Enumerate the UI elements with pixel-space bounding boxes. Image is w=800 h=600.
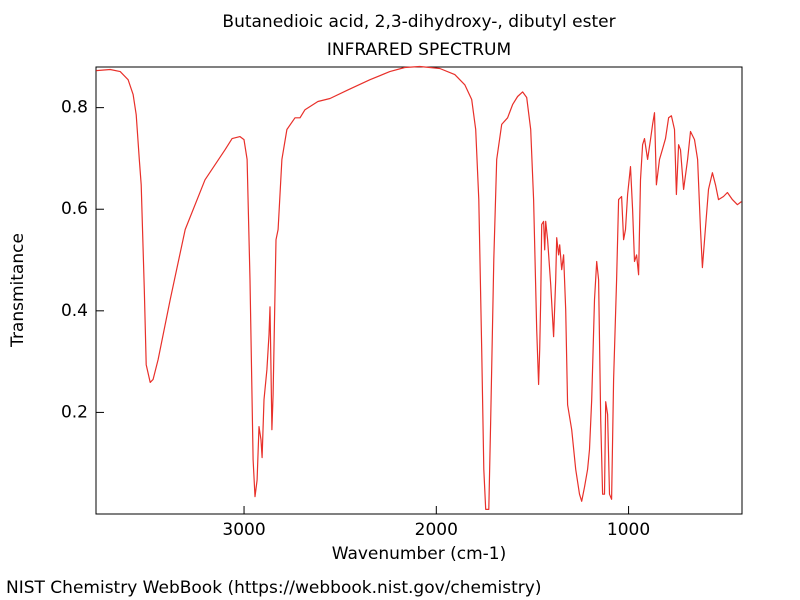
spectrum-line: [96, 65, 742, 510]
x-tick-label: 1000: [607, 520, 650, 540]
footer: NIST Chemistry WebBook (https://webbook.…: [6, 578, 541, 598]
chart-subtitle: INFRARED SPECTRUM: [327, 40, 511, 60]
x-tick-label: 3000: [222, 520, 265, 540]
y-tick-label: 0.8: [61, 98, 88, 118]
y-tick-label: 0.4: [61, 301, 88, 321]
x-tick-label: 2000: [415, 520, 458, 540]
x-axis-label: Wavenumber (cm-1): [332, 544, 507, 564]
y-tick-label: 0.2: [61, 402, 88, 422]
plot-frame: [95, 66, 743, 515]
y-axis-label: Transmitance: [8, 233, 28, 348]
y-tick-label: 0.6: [61, 199, 88, 219]
chart-title: Butanedioic acid, 2,3-dihydroxy-, dibuty…: [222, 12, 615, 32]
